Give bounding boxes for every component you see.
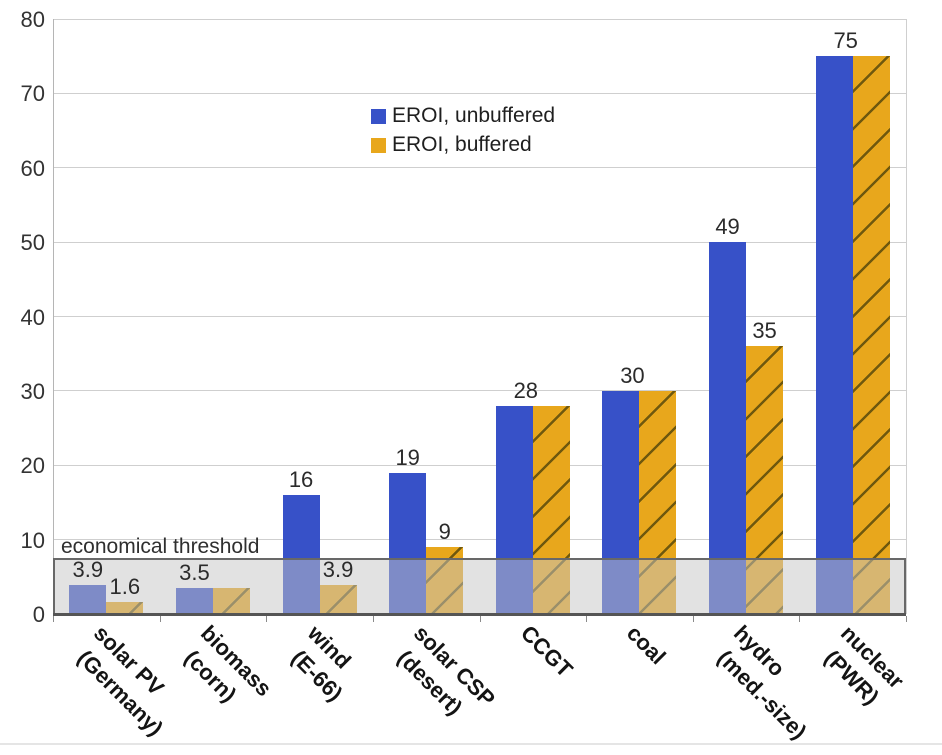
- bar-buffered: [852, 56, 890, 614]
- gridline: [53, 316, 906, 317]
- x-axis-tick: [372, 616, 374, 622]
- threshold-band: [53, 558, 906, 614]
- gridline: [53, 18, 906, 20]
- plot-right-border: [906, 19, 907, 614]
- value-label: 19: [395, 444, 420, 470]
- value-label: 49: [715, 214, 740, 240]
- x-axis-tick: [586, 616, 588, 622]
- x-axis-line: [53, 613, 906, 616]
- gridline: [53, 241, 906, 243]
- value-label: 3.9: [322, 556, 354, 582]
- gridline: [53, 539, 906, 541]
- gridline: [53, 167, 906, 169]
- y-axis-label: 40: [20, 304, 45, 330]
- y-axis-label: 70: [20, 81, 45, 107]
- legend-swatch-buffered: [371, 137, 386, 153]
- y-axis-label: 50: [20, 230, 45, 256]
- x-axis-tick: [53, 616, 54, 622]
- y-axis-label: 80: [20, 7, 45, 32]
- page-bottom-edge: [0, 743, 942, 745]
- value-label: 9: [438, 519, 451, 545]
- y-axis-line: [53, 19, 54, 614]
- bar-unbuffered: [709, 242, 747, 614]
- category-label: solar CSP (desert): [387, 619, 502, 734]
- y-axis-label: 60: [20, 155, 45, 181]
- value-label: 75: [833, 28, 858, 54]
- legend-label-unbuffered: EROI, unbuffered: [392, 104, 556, 127]
- x-axis-tick: [692, 616, 694, 622]
- y-axis-label: 10: [20, 527, 45, 553]
- gridline: [53, 390, 906, 392]
- x-axis-tick: [906, 616, 907, 622]
- value-label: 28: [513, 377, 539, 403]
- bar-unbuffered: [815, 56, 853, 614]
- value-label: 35: [752, 318, 777, 344]
- category-label-line1: CCGT: [515, 620, 578, 683]
- legend-item-buffered: EROI, buffered: [371, 132, 555, 158]
- value-label: 30: [620, 362, 645, 388]
- gridline: [53, 92, 906, 94]
- category-label: coal: [621, 619, 673, 671]
- y-axis-label: 30: [20, 378, 45, 404]
- y-axis-label: 20: [20, 453, 45, 479]
- category-label: CCGT: [514, 619, 579, 684]
- x-axis-tick: [799, 616, 801, 622]
- value-label: 3.5: [179, 559, 210, 585]
- x-axis-tick: [159, 616, 161, 622]
- threshold-label: economical threshold: [61, 535, 260, 558]
- y-axis-label: 0: [32, 602, 45, 627]
- category-label: biomass (corn): [174, 619, 278, 723]
- category-label: wind (E-66): [281, 619, 369, 707]
- legend: EROI, unbuffered EROI, buffered: [371, 103, 555, 161]
- value-label: 3.9: [72, 556, 104, 582]
- category-label: solar PV (Germany): [67, 619, 190, 742]
- value-label: 1.6: [109, 574, 141, 600]
- legend-label-buffered: EROI, buffered: [392, 133, 532, 156]
- category-label-line1: coal: [622, 620, 672, 670]
- category-label: hydro (med.-size): [707, 619, 834, 746]
- gridline: [53, 464, 906, 466]
- legend-item-unbuffered: EROI, unbuffered: [371, 103, 555, 129]
- value-label: 16: [288, 467, 314, 492]
- x-axis-tick: [479, 616, 481, 622]
- legend-swatch-unbuffered: [371, 108, 386, 124]
- x-axis-tick: [266, 616, 268, 622]
